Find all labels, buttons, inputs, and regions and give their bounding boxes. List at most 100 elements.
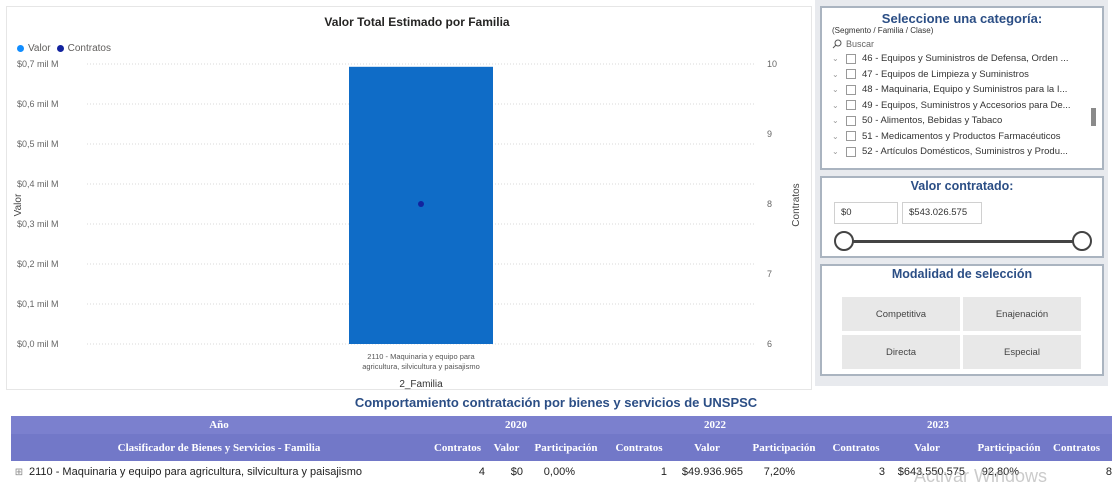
table-cell: 8	[1105, 466, 1112, 478]
y-tick-label: $0,4 mil M	[17, 179, 59, 189]
table-cell: 1	[660, 466, 667, 478]
modality-competitiva-button[interactable]: Competitiva	[842, 297, 960, 331]
table-cell: $643.550.575	[897, 466, 965, 478]
legend-contratos-label[interactable]: Contratos	[67, 43, 111, 54]
x-tick-label: agricultura, silvicultura y paisajismo	[362, 362, 480, 371]
column-header-familia[interactable]: Clasificador de Bienes y Servicios - Fam…	[117, 441, 321, 454]
category-search-placeholder: Buscar	[846, 39, 875, 49]
y-tick-label: $0,1 mil M	[17, 299, 59, 309]
category-item-label: 50 - Alimentos, Bebidas y Tabaco	[862, 115, 1003, 127]
column-header[interactable]: Valor	[694, 441, 720, 454]
chevron-down-icon[interactable]: ⌄	[832, 147, 839, 157]
checkbox[interactable]	[846, 115, 856, 126]
chevron-down-icon[interactable]: ⌄	[832, 131, 839, 141]
table-cell: $49.936.965	[681, 466, 743, 478]
y-tick-label: $0,3 mil M	[17, 219, 59, 229]
table-cell: 4	[478, 466, 485, 478]
category-scrollbar[interactable]	[1091, 108, 1096, 126]
year-2023[interactable]: 2023	[927, 419, 949, 431]
chevron-down-icon[interactable]: ⌄	[832, 100, 839, 110]
y2-tick-label: 7	[767, 269, 772, 279]
value-max-input[interactable]: $543.026.575	[902, 202, 982, 224]
column-header[interactable]: Contratos	[832, 441, 880, 454]
checkbox[interactable]	[846, 100, 856, 111]
x-tick-label: 2110 - Maquinaria y equipo para	[367, 352, 475, 361]
category-item[interactable]: ⌄ 50 - Alimentos, Bebidas y Tabaco	[832, 113, 1102, 129]
chevron-down-icon[interactable]: ⌄	[832, 54, 839, 64]
y2-tick-label: 10	[767, 59, 777, 69]
column-header[interactable]: Participación	[534, 441, 598, 454]
y-tick-label: $0,0 mil M	[17, 339, 59, 349]
table-cell: 0,00%	[543, 466, 575, 478]
row-expand-icon[interactable]: ⊞	[14, 466, 24, 478]
year-header-label[interactable]: Año	[209, 419, 229, 431]
table-cell: 92,80%	[981, 466, 1019, 478]
checkbox[interactable]	[846, 131, 856, 142]
column-header[interactable]: Valor	[493, 441, 520, 454]
category-item[interactable]: ⌄ 49 - Equipos, Suministros y Accesorios …	[832, 98, 1102, 114]
search-icon	[832, 39, 842, 49]
category-item-label: 47 - Equipos de Limpieza y Suministros	[862, 68, 1029, 80]
checkbox[interactable]	[846, 146, 856, 157]
checkbox[interactable]	[846, 69, 856, 80]
category-search[interactable]: Buscar	[832, 39, 1102, 49]
category-slicer-subtitle: (Segmento / Familia / Clase)	[832, 26, 934, 35]
table-title: Comportamiento contratación por bienes y…	[354, 395, 758, 410]
y-tick-label: $0,2 mil M	[17, 259, 59, 269]
value-slider-track[interactable]	[844, 240, 1084, 243]
legend-valor-dot	[17, 45, 24, 52]
table-column-header: Clasificador de Bienes y Servicios - Fam…	[11, 434, 1112, 461]
chevron-down-icon[interactable]: ⌄	[832, 116, 839, 126]
column-header[interactable]: Participación	[752, 441, 816, 454]
y2-tick-label: 6	[767, 339, 772, 349]
checkbox[interactable]	[846, 53, 856, 64]
category-item-label: 51 - Medicamentos y Productos Farmacéuti…	[862, 130, 1061, 142]
category-item[interactable]: ⌄ 46 - Equipos y Suministros de Defensa, …	[832, 51, 1102, 67]
year-2022[interactable]: 2022	[704, 419, 726, 431]
value-slicer-title: Valor contratado:	[910, 179, 1014, 193]
category-slicer-title: Seleccione una categoría:	[881, 11, 1043, 26]
chart-panel: Valor Total Estimado por Familia Valor C…	[6, 6, 812, 390]
category-item-label: 46 - Equipos y Suministros de Defensa, O…	[862, 53, 1069, 65]
value-min-input[interactable]: $0	[834, 202, 898, 224]
column-header[interactable]: Contratos	[615, 441, 663, 454]
value-slicer: Valor contratado: $0 $543.026.575	[820, 176, 1104, 258]
chevron-down-icon[interactable]: ⌄	[832, 69, 839, 79]
checkbox[interactable]	[846, 84, 856, 95]
category-item[interactable]: ⌄ 47 - Equipos de Limpieza y Suministros	[832, 67, 1102, 83]
y-axis-title: Valor	[13, 193, 24, 216]
column-header[interactable]: Contratos	[433, 441, 482, 454]
value-slider-max-handle[interactable]	[1072, 231, 1092, 251]
value-slider-min-handle[interactable]	[834, 231, 854, 251]
category-item[interactable]: ⌄ 48 - Maquinaria, Equipo y Suministros p…	[832, 82, 1102, 98]
windows-activation-watermark: Activar Windows	[914, 466, 1048, 486]
combo-chart: $0,0 mil M $0,1 mil M $0,2 mil M $0,3 mil M…	[13, 59, 802, 390]
table-cell: 3	[878, 466, 885, 478]
modality-directa-button[interactable]: Directa	[842, 335, 960, 369]
modality-especial-button[interactable]: Especial	[963, 335, 1081, 369]
chart-title: Valor Total Estimado por Familia	[324, 15, 510, 29]
chevron-down-icon[interactable]: ⌄	[832, 85, 839, 95]
table-cell: 7,20%	[763, 466, 795, 478]
y2-tick-label: 8	[767, 199, 772, 209]
category-item[interactable]: ⌄ 51 - Medicamentos y Productos Farmacéut…	[832, 129, 1102, 145]
y2-axis-title: Contratos	[791, 183, 802, 226]
legend-valor-label[interactable]: Valor	[28, 43, 51, 54]
column-header[interactable]: Participación	[977, 441, 1041, 454]
modality-slicer: Modalidad de selección Competitiva Enaje…	[820, 264, 1104, 376]
category-item-label: 52 - Artículos Domésticos, Suministros y…	[862, 146, 1068, 158]
category-slicer: Seleccione una categoría: (Segmento / Fa…	[820, 6, 1104, 170]
column-header[interactable]: Contratos	[1053, 441, 1101, 454]
modality-enajenacion-button[interactable]: Enajenación	[963, 297, 1081, 331]
category-item[interactable]: ⌄ 52 - Artículos Domésticos, Suministros …	[832, 144, 1102, 160]
y-tick-label: $0,6 mil M	[17, 99, 59, 109]
year-2020[interactable]: 2020	[505, 419, 527, 431]
y2-tick-label: 9	[767, 129, 772, 139]
category-item-label: 48 - Maquinaria, Equipo y Suministros pa…	[862, 84, 1068, 96]
table-cell: $0	[510, 466, 523, 478]
table-year-header: Año 2020 2022 2023	[11, 416, 1112, 434]
column-header[interactable]: Valor	[914, 441, 940, 454]
contratos-point[interactable]	[418, 201, 424, 207]
y-tick-label: $0,7 mil M	[17, 59, 59, 69]
category-list: ⌄ 46 - Equipos y Suministros de Defensa, …	[832, 51, 1102, 160]
